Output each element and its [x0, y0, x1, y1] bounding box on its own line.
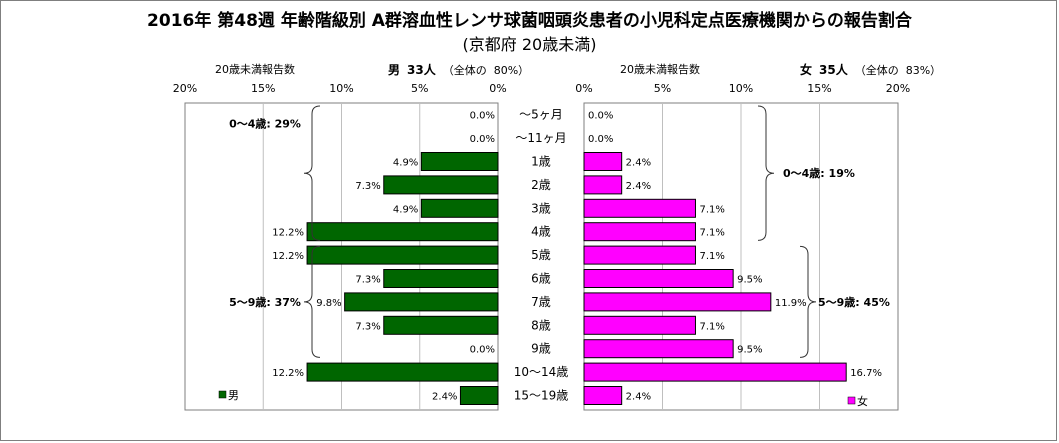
male-legend-label: 男: [228, 389, 239, 402]
male-bar: [459, 386, 499, 405]
female-bar: [583, 339, 734, 359]
male-bar: [344, 292, 499, 312]
male-data-label: 0.0%: [470, 345, 495, 356]
male-header-share-value: 80%）: [493, 64, 530, 77]
male-bar: [420, 152, 499, 171]
female-data-label: 0.0%: [588, 134, 613, 145]
category-label: 3歳: [531, 201, 551, 215]
category-label: ～5ヶ月: [519, 108, 563, 122]
category-label: 10～14歳: [514, 365, 569, 379]
female-tick-label: 15%: [807, 82, 831, 95]
female-header-label: 20歳未満報告数: [620, 63, 700, 76]
male-tick-label: 5%: [411, 82, 428, 95]
category-label: 7歳: [531, 295, 551, 309]
category-label: 15～19歳: [514, 389, 569, 403]
male-age-brace-0-4: [303, 105, 321, 241]
male-data-label: 12.2%: [272, 228, 304, 239]
male-header-label: 20歳未満報告数: [215, 63, 295, 76]
category-label: 2歳: [531, 178, 551, 192]
male-tick-label: 10%: [329, 82, 353, 95]
male-bar: [306, 362, 499, 382]
male-data-label: 7.3%: [355, 181, 380, 192]
male-bar: [420, 198, 499, 218]
female-data-label: 0.0%: [588, 111, 613, 122]
female-bar: [583, 175, 623, 195]
male-data-label: 12.2%: [272, 251, 304, 262]
female-data-label: 11.9%: [775, 298, 807, 309]
chart-title: 2016年 第48週 年齢階級別 A群溶血性レンサ球菌咽頭炎患者の小児科定点医療…: [147, 11, 912, 31]
male-tick-label: 15%: [251, 82, 275, 95]
male-tick-label: 0%: [489, 82, 506, 95]
female-data-label: 2.4%: [626, 158, 651, 169]
female-age-brace-5-9: [799, 245, 817, 358]
female-bar: [583, 386, 623, 405]
female-data-label: 2.4%: [626, 181, 651, 192]
female-bar: [583, 245, 696, 265]
male-header-sex: 男: [388, 63, 401, 77]
male-bar: [383, 175, 499, 195]
male-tick-label: 20%: [173, 82, 197, 95]
female-tick-label: 10%: [729, 82, 753, 95]
female-data-label: 7.1%: [699, 228, 724, 239]
male-data-label: 2.4%: [432, 392, 457, 403]
female-data-label: 9.5%: [737, 275, 762, 286]
male-data-label: 7.3%: [355, 321, 380, 332]
female-data-label: 7.1%: [699, 321, 724, 332]
male-bar: [383, 315, 499, 335]
male-data-label: 0.0%: [470, 134, 495, 145]
chart-subtitle: (京都府 20歳未満): [462, 35, 597, 54]
female-data-label: 7.1%: [699, 251, 724, 262]
male-group-label-0-4: 0～4歳: 29%: [229, 116, 301, 130]
category-label: 5歳: [531, 248, 551, 262]
male-header-summary: 男 33人 （全体の 80%）: [388, 61, 529, 78]
male-legend-swatch: [218, 390, 227, 399]
female-bar: [583, 198, 696, 218]
male-age-brace-5-9: [303, 245, 321, 358]
male-group-label-5-9: 5～9歳: 37%: [229, 295, 301, 309]
female-group-label-5-9: 5～9歳: 45%: [818, 295, 890, 309]
female-tick-label: 5%: [654, 82, 671, 95]
female-tick-label: 0%: [575, 82, 592, 95]
female-bar: [583, 362, 847, 382]
female-header-share-prefix: （全体の: [854, 64, 899, 77]
male-data-label: 4.9%: [393, 158, 418, 169]
female-header-share-value: 83%）: [905, 64, 942, 77]
female-bar: [583, 269, 734, 288]
female-legend-swatch: [847, 396, 856, 405]
category-label: 6歳: [531, 272, 551, 286]
female-bar: [583, 292, 772, 312]
male-header-count: 33人: [407, 63, 436, 77]
female-header-summary: 女 35人 （全体の 83%）: [800, 61, 941, 78]
male-bar: [306, 222, 499, 242]
male-header-share-prefix: （全体の: [442, 64, 487, 77]
category-label: 4歳: [531, 225, 551, 239]
male-data-label: 7.3%: [355, 275, 380, 286]
male-bar: [306, 245, 499, 265]
female-group-label-0-4: 0～4歳: 19%: [783, 166, 855, 180]
female-header-sex: 女: [800, 63, 813, 77]
male-bar: [383, 269, 499, 288]
male-data-label: 4.9%: [393, 204, 418, 215]
female-data-label: 9.5%: [737, 345, 762, 356]
female-tick-label: 20%: [886, 82, 910, 95]
male-data-label: 9.8%: [316, 298, 341, 309]
category-label: ～11ヶ月: [515, 131, 566, 145]
female-data-label: 16.7%: [850, 368, 882, 379]
female-data-label: 2.4%: [626, 392, 651, 403]
female-age-brace-0-4: [757, 105, 775, 241]
female-bar: [583, 315, 696, 335]
category-label: 8歳: [531, 318, 551, 332]
male-data-label: 0.0%: [470, 111, 495, 122]
female-legend-label: 女: [857, 394, 868, 408]
female-data-label: 7.1%: [699, 204, 724, 215]
female-bar: [583, 152, 623, 171]
female-header-count: 35人: [819, 63, 848, 77]
female-bar: [583, 222, 696, 242]
male-data-label: 12.2%: [272, 368, 304, 379]
category-label: 9歳: [531, 342, 551, 356]
category-label: 1歳: [531, 155, 551, 169]
